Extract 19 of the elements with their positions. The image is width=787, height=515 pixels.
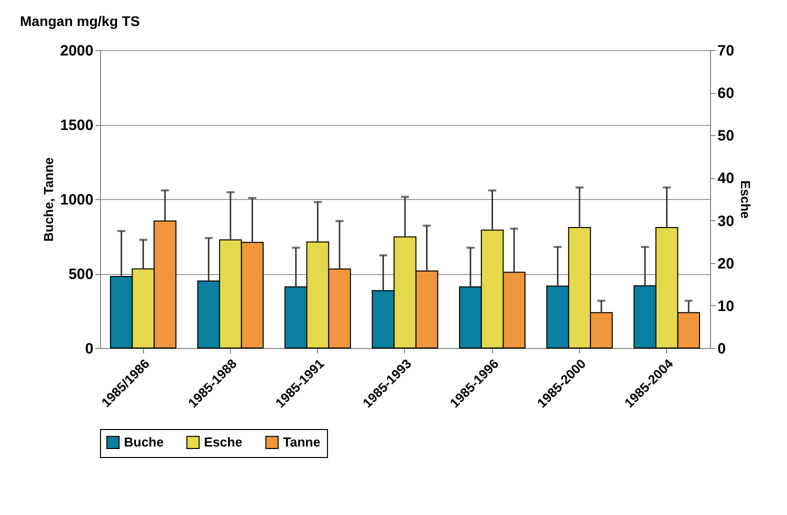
y-axis-title: Buche, Tanne — [41, 157, 56, 242]
y-tick-label: 1000 — [60, 192, 94, 208]
y2-tick-label: 20 — [718, 255, 734, 272]
y-tick-label: 0 — [85, 340, 94, 358]
y2-tick-label: 0 — [718, 340, 726, 358]
y2-tick-label: 60 — [718, 85, 734, 102]
y2-axis-title: Esche — [738, 180, 754, 219]
y-tick-label: 500 — [68, 266, 94, 283]
legend-label: Buche — [124, 434, 164, 450]
y2-tick-label: 70 — [718, 42, 734, 60]
y-tick-label: 2000 — [60, 42, 94, 60]
y2-tick-label: 30 — [718, 212, 734, 230]
legend-label: Tanne — [283, 434, 320, 450]
legend-label: Esche — [204, 434, 242, 450]
y2-tick-label: 50 — [718, 128, 734, 145]
y-tick-label: 1500 — [60, 117, 94, 134]
y2-tick-label: 40 — [718, 170, 734, 188]
y2-tick-label: 10 — [718, 298, 734, 315]
chart-title: Mangan mg/kg TS — [20, 13, 140, 29]
